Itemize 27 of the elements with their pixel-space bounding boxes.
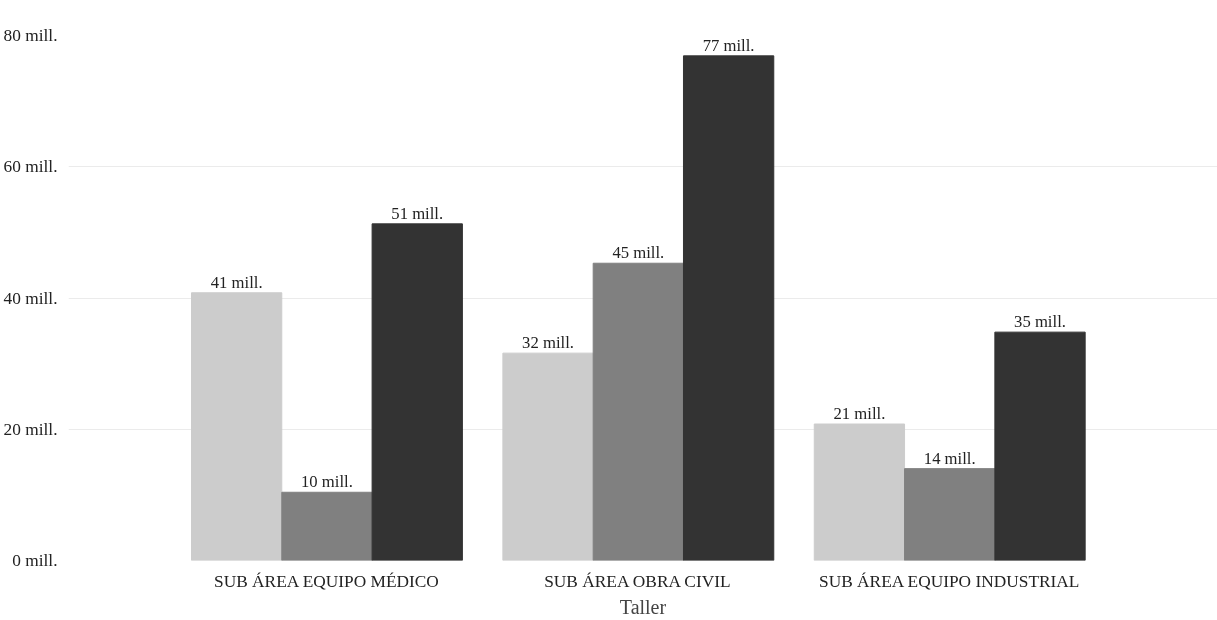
bar — [502, 352, 594, 561]
bar — [371, 223, 463, 561]
y-tick-label: 20 mill. — [3, 419, 58, 439]
y-tick-label: 40 mill. — [3, 288, 58, 308]
data-label: 10 mill. — [301, 472, 353, 492]
bar — [281, 491, 373, 561]
data-label: 35 mill. — [1014, 312, 1066, 332]
bar — [592, 262, 684, 561]
data-label: 14 mill. — [923, 448, 976, 468]
data-label: 32 mill. — [522, 333, 574, 353]
data-label: 77 mill. — [702, 35, 755, 55]
bar — [813, 423, 906, 561]
data-label: 41 mill. — [210, 272, 263, 292]
x-tick-label: SUB ÁREA OBRA CIVIL — [544, 571, 731, 591]
data-label: 45 mill. — [612, 243, 665, 263]
bar — [994, 331, 1086, 561]
y-tick-label: 0 mill. — [12, 551, 58, 570]
bar — [191, 292, 283, 561]
data-label: 51 mill. — [391, 203, 444, 223]
x-tick-label: SUB ÁREA EQUIPO INDUSTRIAL — [819, 571, 1080, 591]
y-tick-label: 80 mill. — [3, 26, 58, 45]
data-label: 21 mill. — [833, 404, 886, 423]
bar — [904, 468, 996, 561]
y-tick-label: 60 mill. — [3, 157, 58, 177]
x-axis-title: Taller — [619, 595, 667, 618]
x-tick-label: SUB ÁREA EQUIPO MÉDICO — [214, 571, 439, 591]
bar — [682, 55, 775, 561]
